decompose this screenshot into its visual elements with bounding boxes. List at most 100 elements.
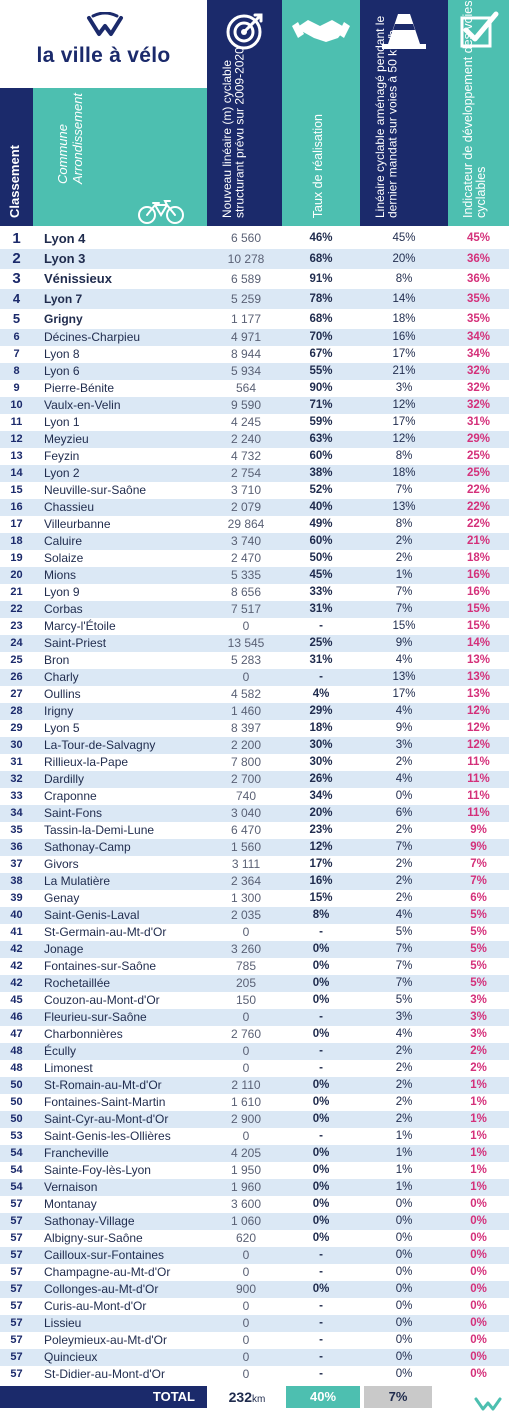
taux-value: - — [319, 671, 323, 683]
table-row: 57 Poleymieux-au-Mt-d'Or 0 - 0% 0% — [0, 1332, 509, 1349]
target-icon — [226, 13, 263, 50]
rank: 21 — [10, 586, 23, 598]
length-value: 4 205 — [230, 1146, 262, 1160]
taux-value: 29% — [309, 705, 333, 717]
table-row: 40 Saint-Genis-Laval 2 035 8% 4% 5% — [0, 907, 509, 924]
table-row: 13 Feyzin 4 732 60% 8% 25% — [0, 448, 509, 465]
length-value: 2 079 — [230, 500, 262, 514]
commune-name: Limonest — [44, 1061, 93, 1075]
length-value: 0 — [242, 1044, 250, 1058]
amenage-value: 18% — [392, 313, 416, 325]
length-value: 900 — [235, 1282, 257, 1296]
indicator-value: 32% — [466, 399, 491, 411]
rank: 57 — [10, 1198, 23, 1210]
taux-value: 68% — [309, 253, 333, 265]
length-value: 13 545 — [227, 636, 265, 650]
rank-header-label: Classement — [7, 145, 22, 218]
table-row: 53 Saint-Genis-les-Ollières 0 - 1% 1% — [0, 1128, 509, 1145]
table-row: 57 Curis-au-Mont-d'Or 0 - 0% 0% — [0, 1298, 509, 1315]
rank: 10 — [10, 399, 23, 411]
commune-name: Cailloux-sur-Fontaines — [44, 1248, 165, 1262]
indicator-value: 22% — [466, 518, 491, 530]
commune-name: Jonage — [44, 942, 84, 956]
amenage-value: 16% — [392, 331, 416, 343]
rank: 45 — [10, 994, 23, 1006]
length-value: 0 — [242, 1333, 250, 1347]
table-row: 26 Charly 0 - 13% 13% — [0, 669, 509, 686]
commune-name: Grigny — [44, 312, 83, 326]
rank: 13 — [10, 450, 23, 462]
indicator-value: 12% — [466, 739, 491, 751]
amenage-value: 2% — [395, 756, 413, 768]
table-row: 39 Genay 1 300 15% 2% 6% — [0, 890, 509, 907]
indicator-value: 0% — [470, 1198, 487, 1210]
table-row: 54 Sainte-Foy-lès-Lyon 1 950 0% 1% 1% — [0, 1162, 509, 1179]
length-header: Nouveau linéaire (m) cyclable structuran… — [207, 0, 282, 226]
indicator-value: 18% — [466, 552, 491, 564]
amenage-value: 12% — [392, 433, 416, 445]
length-value: 4 732 — [230, 449, 262, 463]
table-row: 28 Irigny 1 460 29% 4% 12% — [0, 703, 509, 720]
table-row: 2 Lyon 3 10 278 68% 20% 36% — [0, 249, 509, 269]
length-value: 205 — [235, 976, 257, 990]
table-row: 24 Saint-Priest 13 545 25% 9% 14% — [0, 635, 509, 652]
table-row: 19 Solaize 2 470 50% 2% 18% — [0, 550, 509, 567]
commune-name: Poleymieux-au-Mt-d'Or — [44, 1333, 167, 1347]
commune-name: Albigny-sur-Saône — [44, 1231, 143, 1245]
table-row: 45 Couzon-au-Mont-d'Or 150 0% 5% 3% — [0, 992, 509, 1009]
amenage-value: 0% — [395, 1368, 413, 1380]
amenage-value: 1% — [395, 1164, 413, 1176]
indicator-value: 45% — [466, 232, 491, 244]
indicator-value: 15% — [466, 603, 491, 615]
length-value: 620 — [235, 1231, 257, 1245]
commune-name: Lyon 8 — [44, 347, 80, 361]
indicator-value: 34% — [466, 331, 491, 343]
commune-name: Saint-Genis-Laval — [44, 908, 140, 922]
amenage-value: 2% — [395, 1113, 413, 1125]
length-value: 0 — [242, 1129, 250, 1143]
amenage-value: 2% — [395, 1062, 413, 1074]
total-label-cell: TOTAL — [0, 1386, 207, 1408]
commune-name: Lyon 9 — [44, 585, 80, 599]
amenage-value: 7% — [395, 603, 413, 615]
rank: 22 — [10, 603, 23, 615]
rank: 4 — [12, 291, 21, 306]
table-row: 47 Charbonnières 2 760 0% 4% 3% — [0, 1026, 509, 1043]
amenage-value: 14% — [392, 293, 416, 305]
length-value: 2 200 — [230, 738, 262, 752]
amenage-value: 8% — [395, 450, 413, 462]
rank: 9 — [13, 382, 20, 394]
rank: 8 — [13, 365, 20, 377]
rank: 17 — [10, 518, 23, 530]
amenage-value: 4% — [395, 773, 413, 785]
length-value: 0 — [242, 619, 250, 633]
length-value: 3 260 — [230, 942, 262, 956]
total-length: 232km — [212, 1386, 282, 1408]
taux-value: 23% — [309, 824, 333, 836]
taux-value: 18% — [309, 722, 333, 734]
amenage-value: 0% — [395, 1198, 413, 1210]
indicator-value: 1% — [470, 1164, 487, 1176]
taux-value: - — [319, 1368, 323, 1380]
amenage-value: 4% — [395, 705, 413, 717]
amenage-value: 17% — [392, 416, 416, 428]
length-value: 0 — [242, 1367, 250, 1381]
taux-value: 60% — [309, 450, 333, 462]
length-value: 2 470 — [230, 551, 262, 565]
rank: 47 — [10, 1028, 23, 1040]
commune-name: Marcy-l'Étoile — [44, 619, 116, 633]
indicator-value: 0% — [470, 1232, 487, 1244]
indicator-value: 1% — [470, 1113, 487, 1125]
length-value: 4 245 — [230, 415, 262, 429]
indicator-value: 5% — [470, 960, 487, 972]
rank: 23 — [10, 620, 23, 632]
rank: 57 — [10, 1300, 23, 1312]
rank: 42 — [10, 960, 23, 972]
rank: 1 — [12, 230, 21, 247]
table-row: 4 Lyon 7 5 259 78% 14% 35% — [0, 289, 509, 309]
length-value: 5 283 — [230, 653, 262, 667]
length-value: 8 656 — [230, 585, 262, 599]
taux-value: 0% — [312, 1198, 330, 1210]
indicator-value: 25% — [466, 450, 491, 462]
